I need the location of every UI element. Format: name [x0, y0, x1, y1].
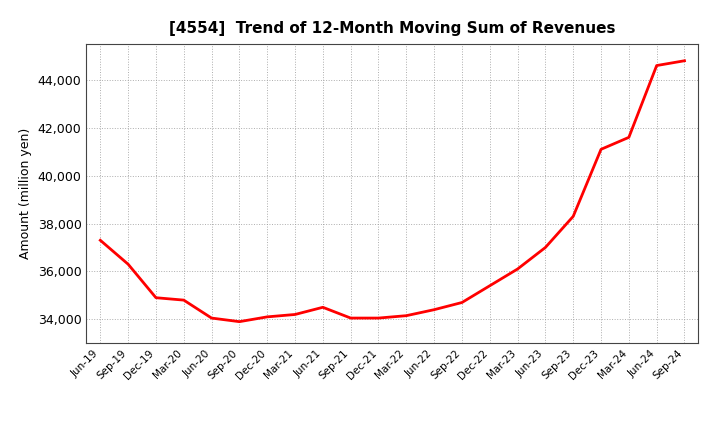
Y-axis label: Amount (million yen): Amount (million yen) — [19, 128, 32, 259]
Title: [4554]  Trend of 12-Month Moving Sum of Revenues: [4554] Trend of 12-Month Moving Sum of R… — [169, 21, 616, 36]
